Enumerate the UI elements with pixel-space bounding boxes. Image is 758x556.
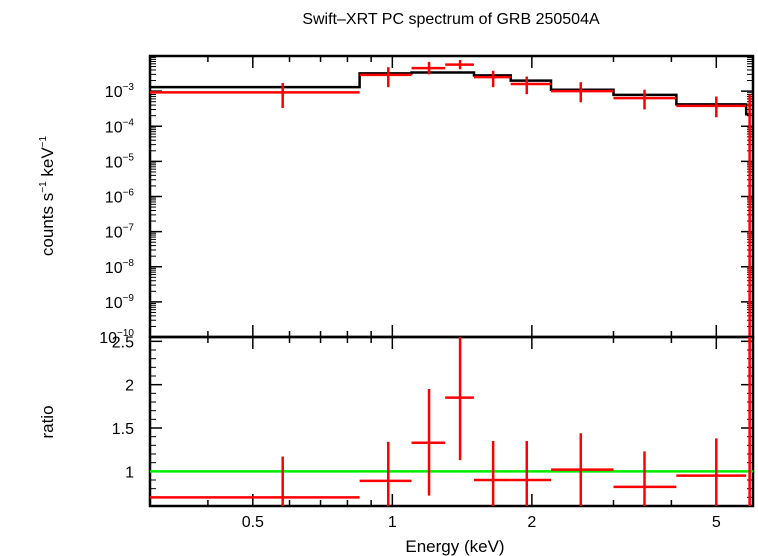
y-tick-label: 10−4 [105,117,135,136]
data-point [747,94,752,337]
data-point [551,82,614,103]
data-point [150,83,360,109]
ratio-point [150,456,360,506]
ratio-point [445,337,474,461]
y-tick-exponent: −3 [123,82,135,93]
y-tick-base: 10 [105,225,123,242]
y-tick-base: 10 [105,260,123,277]
y-tick-label: 10−5 [105,152,135,171]
y-tick-label: 2.5 [112,334,134,351]
data-point [613,89,677,110]
ratio-point [613,451,677,506]
y-label-part: counts s [38,193,57,256]
lower-panel: 0.5 1 2 5 1 1.5 2 2.5 [112,334,755,531]
y-label-superscript: −1 [38,181,49,193]
ratio-point [359,441,412,506]
y-tick-base: 10 [105,190,123,207]
y-tick-exponent: −7 [123,223,135,234]
x-axis-label: Energy (keV) [405,537,504,556]
y-tick-label: 10−10 [99,328,134,347]
y-tick-label: 1 [125,464,134,481]
y-tick-exponent: −9 [123,293,135,304]
y-tick-label: 10−7 [105,223,135,242]
upper-ticks: 10−310−410−510−610−710−810−910−10 [99,56,754,347]
data-point [445,59,474,70]
y-tick-base: 10 [105,154,123,171]
y-tick-exponent: −5 [123,152,135,163]
ratio-point [510,441,552,506]
lower-panel-frame [148,335,755,508]
ratio-point [473,441,511,506]
model-step-line [150,71,752,116]
y-tick-exponent: −8 [123,258,135,269]
y-tick-label: 10−6 [105,188,135,207]
data-point [676,96,747,118]
x-tick-label: 0.5 [242,514,264,531]
y-tick-label: 10−8 [105,258,135,277]
data-point [510,76,552,95]
y-tick-base: 10 [105,119,123,136]
lower-data-layer [150,337,753,506]
y-tick-label: 2 [125,378,134,395]
data-point [473,70,511,88]
y-axis-label-upper: counts s−1 keV−1 [38,135,57,256]
y-tick-exponent: −6 [123,188,135,199]
y-tick-label: 1.5 [112,421,134,438]
x-tick-label: 1 [388,514,397,531]
chart-title: Swift–XRT PC spectrum of GRB 250504A [302,11,600,28]
x-tick-label: 2 [527,514,536,531]
y-axis-label-lower: ratio [38,405,57,438]
y-label-superscript: −1 [38,135,49,147]
upper-panel: 10−310−410−510−610−710−810−910−10 [99,54,755,347]
y-tick-base: 10 [105,295,123,312]
upper-data-layer [150,59,752,337]
y-label-part: keV [38,147,57,182]
y-tick-base: 10 [99,330,117,347]
ratio-point [747,337,752,506]
x-tick-label: 5 [712,514,721,531]
ratio-point [411,389,446,496]
y-tick-base: 10 [105,84,123,101]
y-tick-label: 10−3 [105,82,135,101]
ratio-point [551,433,614,506]
ratio-point [676,438,747,506]
data-point [359,67,412,88]
y-tick-exponent: −4 [123,117,135,128]
y-tick-label: 10−9 [105,293,135,312]
data-point [411,61,446,75]
lower-ticks: 0.5 1 2 5 1 1.5 2 2.5 [112,334,754,531]
y-tick-exponent: −10 [117,328,134,339]
